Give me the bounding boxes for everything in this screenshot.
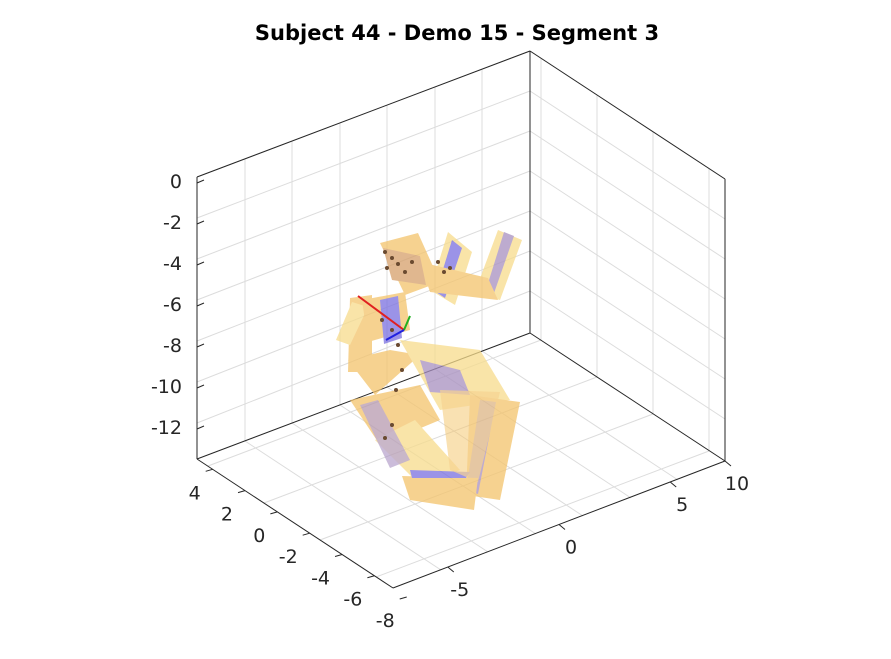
x-tick-mark bbox=[724, 460, 732, 467]
marker-point bbox=[385, 266, 389, 270]
z-grid-back-left-3 bbox=[196, 170, 531, 301]
frame-z-axis bbox=[385, 329, 405, 341]
edge-floor-front-left bbox=[196, 458, 394, 589]
z-tick-mark bbox=[196, 343, 205, 348]
finger-segment bbox=[336, 302, 368, 345]
y-tick-label: -8 bbox=[376, 610, 395, 632]
y-tick-label: -2 bbox=[279, 546, 298, 568]
marker-point bbox=[436, 260, 440, 264]
chart-title: Subject 44 - Demo 15 - Segment 3 bbox=[255, 21, 659, 45]
y-tick-mark bbox=[367, 575, 375, 579]
z-grid-back-right-4 bbox=[529, 210, 726, 340]
marker-point bbox=[383, 250, 387, 254]
palm-segment bbox=[348, 350, 420, 395]
edge-floor-back-right bbox=[529, 332, 726, 462]
y-tick-mark bbox=[334, 553, 343, 557]
finger-segment bbox=[402, 476, 478, 510]
y-tick-label: 2 bbox=[221, 504, 233, 526]
y-tick-mark bbox=[399, 596, 407, 600]
y-tick-mark bbox=[237, 490, 246, 494]
z-grid-back-right-1 bbox=[529, 90, 726, 220]
z-grid-back-left-1 bbox=[196, 90, 531, 219]
z-tick-label: -6 bbox=[163, 294, 182, 316]
y-tick-label: -4 bbox=[311, 567, 330, 589]
edge-top-left bbox=[196, 50, 531, 178]
z-axis-ticks: 0 -2 -4 -6 -8 -10 -12 bbox=[151, 171, 205, 439]
y-grid-floor-1 bbox=[244, 440, 442, 571]
z-tick-mark bbox=[196, 384, 205, 389]
y-tick-label: -6 bbox=[343, 589, 362, 611]
marker-point bbox=[410, 260, 414, 264]
marker-point bbox=[390, 328, 394, 332]
y-tick-label: 4 bbox=[189, 482, 201, 504]
z-tick-label: -2 bbox=[163, 212, 182, 234]
x-tick-label: 0 bbox=[565, 537, 577, 559]
coordinate-frame bbox=[357, 295, 411, 341]
frame-y-axis bbox=[403, 315, 411, 331]
z-tick-mark bbox=[196, 220, 205, 225]
z-grid-back-right-6 bbox=[529, 290, 726, 420]
y-grid-floor-6 bbox=[481, 350, 679, 481]
z-tick-mark bbox=[196, 261, 205, 266]
z-tick-label: 0 bbox=[170, 171, 182, 193]
frame-x-axis bbox=[357, 295, 405, 331]
z-tick-label: -8 bbox=[163, 335, 182, 357]
z-tick-label: -4 bbox=[163, 253, 182, 275]
z-tick-label: -10 bbox=[151, 376, 182, 398]
x-tick-mark bbox=[669, 481, 677, 488]
marker-point bbox=[442, 270, 446, 274]
y-axis-ticks: 420 -2 -4 -6 -8 bbox=[189, 468, 407, 632]
marker-point bbox=[448, 266, 452, 270]
x-tick-mark bbox=[558, 524, 566, 530]
z-grid-back-left-4 bbox=[196, 210, 531, 342]
y-grid-floor-2 bbox=[291, 422, 489, 553]
marker-point bbox=[390, 256, 394, 260]
hand-pose-visualization bbox=[336, 230, 522, 510]
y-tick-label: 0 bbox=[253, 525, 265, 547]
palm-segment bbox=[420, 360, 470, 395]
marker-point bbox=[394, 388, 398, 392]
x-tick-label: 10 bbox=[725, 473, 749, 495]
edge-top-right bbox=[529, 50, 726, 180]
z-grid-back-right-5 bbox=[529, 250, 726, 380]
z-grid-back-right-3 bbox=[529, 170, 726, 300]
marker-points bbox=[380, 250, 452, 440]
marker-point bbox=[403, 270, 407, 274]
x-tick-mark bbox=[447, 566, 455, 573]
z-grid-back-right-2 bbox=[529, 130, 726, 260]
z-tick-label: -12 bbox=[151, 417, 182, 439]
marker-point bbox=[400, 368, 404, 372]
finger-segment bbox=[420, 262, 498, 300]
z-tick-mark bbox=[196, 425, 205, 430]
z-grid-back-left-2 bbox=[196, 130, 531, 260]
x-axis-ticks: -5 0 5 10 bbox=[447, 460, 749, 601]
marker-point bbox=[396, 343, 400, 347]
x-tick-label: -5 bbox=[450, 579, 469, 601]
finger-segment bbox=[360, 400, 410, 468]
marker-point bbox=[380, 318, 384, 322]
marker-point bbox=[383, 436, 387, 440]
x-tick-label: 5 bbox=[676, 494, 688, 516]
z-tick-mark bbox=[196, 302, 205, 307]
y-tick-mark bbox=[205, 468, 213, 472]
y-tick-mark bbox=[270, 511, 278, 515]
marker-point bbox=[390, 423, 394, 427]
marker-point bbox=[396, 262, 400, 266]
finger-segment bbox=[485, 232, 514, 296]
x-grid-floor-4 bbox=[375, 450, 710, 578]
y-tick-mark bbox=[302, 532, 310, 536]
z-tick-mark bbox=[196, 179, 205, 184]
finger-segment bbox=[440, 390, 500, 482]
